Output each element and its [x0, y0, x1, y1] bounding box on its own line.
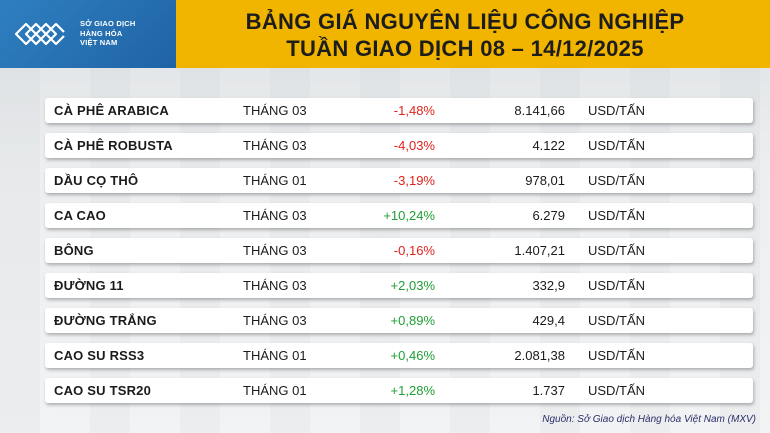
commodity-name: CAO SU RSS3	[54, 348, 145, 363]
price-change: +0,46%	[390, 348, 435, 363]
table-row: CAO SU TSR20 THÁNG 01 +1,28% 1.737 USD/TẤN	[45, 378, 753, 403]
page-title: BẢNG GIÁ NGUYÊN LIỆU CÔNG NGHIỆP TUẦN GI…	[180, 8, 750, 62]
table-row: ĐƯỜNG TRẮNG THÁNG 03 +0,89% 429,4 USD/TẤN	[45, 308, 753, 333]
contract-month: THÁNG 01	[243, 173, 307, 188]
price-change: +2,03%	[390, 278, 435, 293]
price-unit: USD/TẤN	[588, 138, 646, 153]
price-unit: USD/TẤN	[588, 173, 646, 188]
header-banner: SỞ GIAO DỊCH HÀNG HÓA VIỆT NAM BẢNG GIÁ …	[0, 0, 770, 68]
contract-month: THÁNG 03	[243, 278, 307, 293]
logo-line: HÀNG HÓA	[80, 28, 123, 38]
contract-month: THÁNG 01	[243, 348, 307, 363]
price-change: -3,19%	[393, 173, 435, 188]
price-value: 978,01	[525, 173, 565, 188]
contract-month: THÁNG 01	[243, 383, 307, 398]
price-change: +1,28%	[390, 383, 435, 398]
commodity-name: CAO SU TSR20	[54, 383, 152, 398]
commodity-name: CA CAO	[54, 208, 106, 223]
price-unit: USD/TẤN	[588, 103, 646, 118]
contract-month: THÁNG 03	[243, 138, 307, 153]
mxv-logo-icon	[14, 22, 65, 46]
table-row: CA CAO THÁNG 03 +10,24% 6.279 USD/TẤN	[45, 203, 753, 228]
commodity-name: ĐƯỜNG TRẮNG	[54, 313, 157, 328]
commodity-name: DẦU CỌ THÔ	[54, 173, 139, 188]
title-line-2: TUẦN GIAO DỊCH 08 – 14/12/2025	[286, 36, 644, 61]
price-value: 332,9	[532, 278, 565, 293]
table-row: CAO SU RSS3 THÁNG 01 +0,46% 2.081,38 USD/TẤN	[45, 343, 753, 368]
price-value: 429,4	[532, 313, 565, 328]
price-value: 8.141,66	[514, 103, 565, 118]
price-value: 1.407,21	[514, 243, 565, 258]
commodity-name: CÀ PHÊ ARABICA	[54, 103, 169, 118]
logo-text: SỞ GIAO DỊCH HÀNG HÓA VIỆT NAM	[80, 19, 172, 48]
logo-line: VIỆT NAM	[80, 38, 118, 47]
price-unit: USD/TẤN	[588, 348, 646, 363]
price-unit: USD/TẤN	[588, 313, 646, 328]
commodity-name: CÀ PHÊ ROBUSTA	[54, 138, 173, 153]
commodity-table: CÀ PHÊ ARABICA THÁNG 03 -1,48% 8.141,66 USD/…	[45, 98, 753, 413]
table-row: DẦU CỌ THÔ THÁNG 01 -3,19% 978,01 USD/TẤN	[45, 168, 753, 193]
contract-month: THÁNG 03	[243, 243, 307, 258]
contract-month: THÁNG 03	[243, 208, 307, 223]
table-row: BÔNG THÁNG 03 -0,16% 1.407,21 USD/TẤN	[45, 238, 753, 263]
price-value: 2.081,38	[514, 348, 565, 363]
price-change: -1,48%	[393, 103, 435, 118]
price-change: +0,89%	[390, 313, 435, 328]
price-change: -0,16%	[393, 243, 435, 258]
contract-month: THÁNG 03	[243, 103, 307, 118]
price-unit: USD/TẤN	[588, 278, 646, 293]
logo-line: SỞ GIAO DỊCH	[80, 19, 136, 28]
price-unit: USD/TẤN	[588, 243, 646, 258]
price-change: -4,03%	[393, 138, 435, 153]
contract-month: THÁNG 03	[243, 313, 307, 328]
price-unit: USD/TẤN	[588, 383, 646, 398]
mxv-logo: SỞ GIAO DỊCH HÀNG HÓA VIỆT NAM	[0, 0, 176, 68]
table-row: ĐƯỜNG 11 THÁNG 03 +2,03% 332,9 USD/TẤN	[45, 273, 753, 298]
title-line-1: BẢNG GIÁ NGUYÊN LIỆU CÔNG NGHIỆP	[245, 9, 685, 34]
price-value: 6.279	[532, 208, 565, 223]
price-value: 1.737	[532, 383, 565, 398]
commodity-name: ĐƯỜNG 11	[54, 278, 124, 293]
price-value: 4.122	[532, 138, 565, 153]
table-row: CÀ PHÊ ARABICA THÁNG 03 -1,48% 8.141,66 USD/…	[45, 98, 753, 123]
table-row: CÀ PHÊ ROBUSTA THÁNG 03 -4,03% 4.122 USD/TẤN	[45, 133, 753, 158]
source-note: Nguồn: Sở Giao dịch Hàng hóa Việt Nam (M…	[542, 414, 756, 425]
price-change: +10,24%	[383, 208, 435, 223]
price-unit: USD/TẤN	[588, 208, 646, 223]
commodity-name: BÔNG	[54, 243, 94, 258]
